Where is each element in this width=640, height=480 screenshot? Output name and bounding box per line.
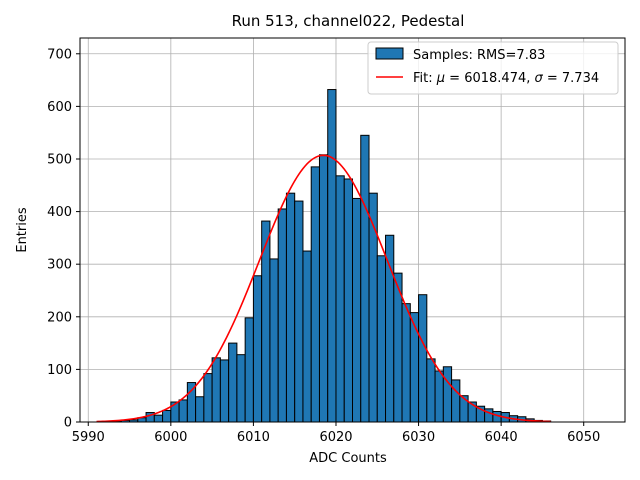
x-axis-ticks: 5990 6000 6010 6020 6030 6040 6050 [72, 422, 600, 445]
fit-curve [96, 154, 551, 423]
y-tick-label: 600 [47, 100, 72, 115]
plot-frame [79, 37, 626, 423]
legend-hist-swatch [375, 47, 404, 60]
x-tick-label: 6000 [154, 430, 187, 445]
legend-fit-sigma-symbol: σ [535, 71, 544, 86]
y-tick-label: 700 [47, 47, 72, 62]
histogram-bar [211, 357, 221, 423]
chart-title: Run 513, channel022, Pedestal [232, 12, 465, 30]
y-tick-label: 300 [47, 258, 72, 273]
histogram-bar [360, 134, 370, 423]
histogram-bar [195, 396, 205, 423]
histogram-bar [434, 370, 444, 423]
histogram-bar [277, 208, 287, 423]
legend-fit-mu-value: = 6018.474, [445, 71, 534, 86]
histogram-bar [269, 258, 279, 423]
fit-curve-group [96, 154, 551, 423]
y-tick-label: 500 [47, 152, 72, 167]
histogram-bar [352, 197, 362, 423]
histogram-bar [318, 154, 329, 423]
x-tick-label: 5990 [72, 430, 105, 445]
y-tick-label: 100 [47, 363, 72, 378]
histogram-bar [219, 359, 230, 423]
histogram-bar [252, 275, 263, 423]
y-axis-ticks: 0 100 200 300 400 500 600 700 [47, 47, 80, 431]
legend-hist-label: Samples: RMS=7.83 [413, 48, 545, 63]
histogram-bar [285, 192, 296, 423]
legend-fit-prefix: Fit: [413, 71, 437, 86]
histogram-bar [368, 192, 378, 423]
histogram-bar [162, 409, 172, 423]
histogram-bar [376, 255, 387, 423]
x-tick-label: 6030 [402, 430, 435, 445]
histogram-bar [236, 354, 246, 423]
legend-fit-mu-symbol: μ [436, 71, 445, 86]
legend: Samples: RMS=7.83 Fit: μ = 6018.474, σ =… [367, 41, 619, 95]
legend-box [367, 41, 619, 95]
histogram-bar [327, 89, 337, 423]
histogram-bar [335, 175, 345, 423]
histogram-bar [302, 250, 312, 423]
histogram-bar [385, 234, 395, 423]
y-tick-label: 0 [64, 416, 72, 431]
x-tick-label: 6020 [319, 430, 352, 445]
histogram-bar [418, 294, 428, 423]
histogram-bar [178, 399, 188, 423]
x-tick-label: 6010 [237, 430, 270, 445]
histogram-bar [426, 358, 436, 423]
histogram-bar [451, 379, 461, 423]
histogram-bar [401, 303, 411, 423]
legend-fit-label: Fit: μ = 6018.474, σ = 7.734 [413, 71, 599, 86]
histogram-bar [409, 312, 420, 423]
histogram-bar [343, 178, 354, 423]
y-axis-label: Entries [15, 207, 30, 253]
histogram-bar [244, 317, 254, 423]
x-tick-label: 6040 [485, 430, 518, 445]
y-tick-label: 400 [47, 205, 72, 220]
histogram-bar [203, 373, 213, 423]
histogram-bar [294, 200, 304, 423]
x-tick-label: 6050 [567, 430, 600, 445]
histogram-bar [153, 414, 164, 423]
histogram-bar [228, 342, 238, 423]
y-tick-label: 200 [47, 310, 72, 325]
legend-fit-sigma-value: = 7.734 [543, 71, 599, 86]
histogram-bar [310, 166, 320, 423]
x-axis-label: ADC Counts [309, 451, 387, 466]
histogram-bar [442, 366, 453, 423]
